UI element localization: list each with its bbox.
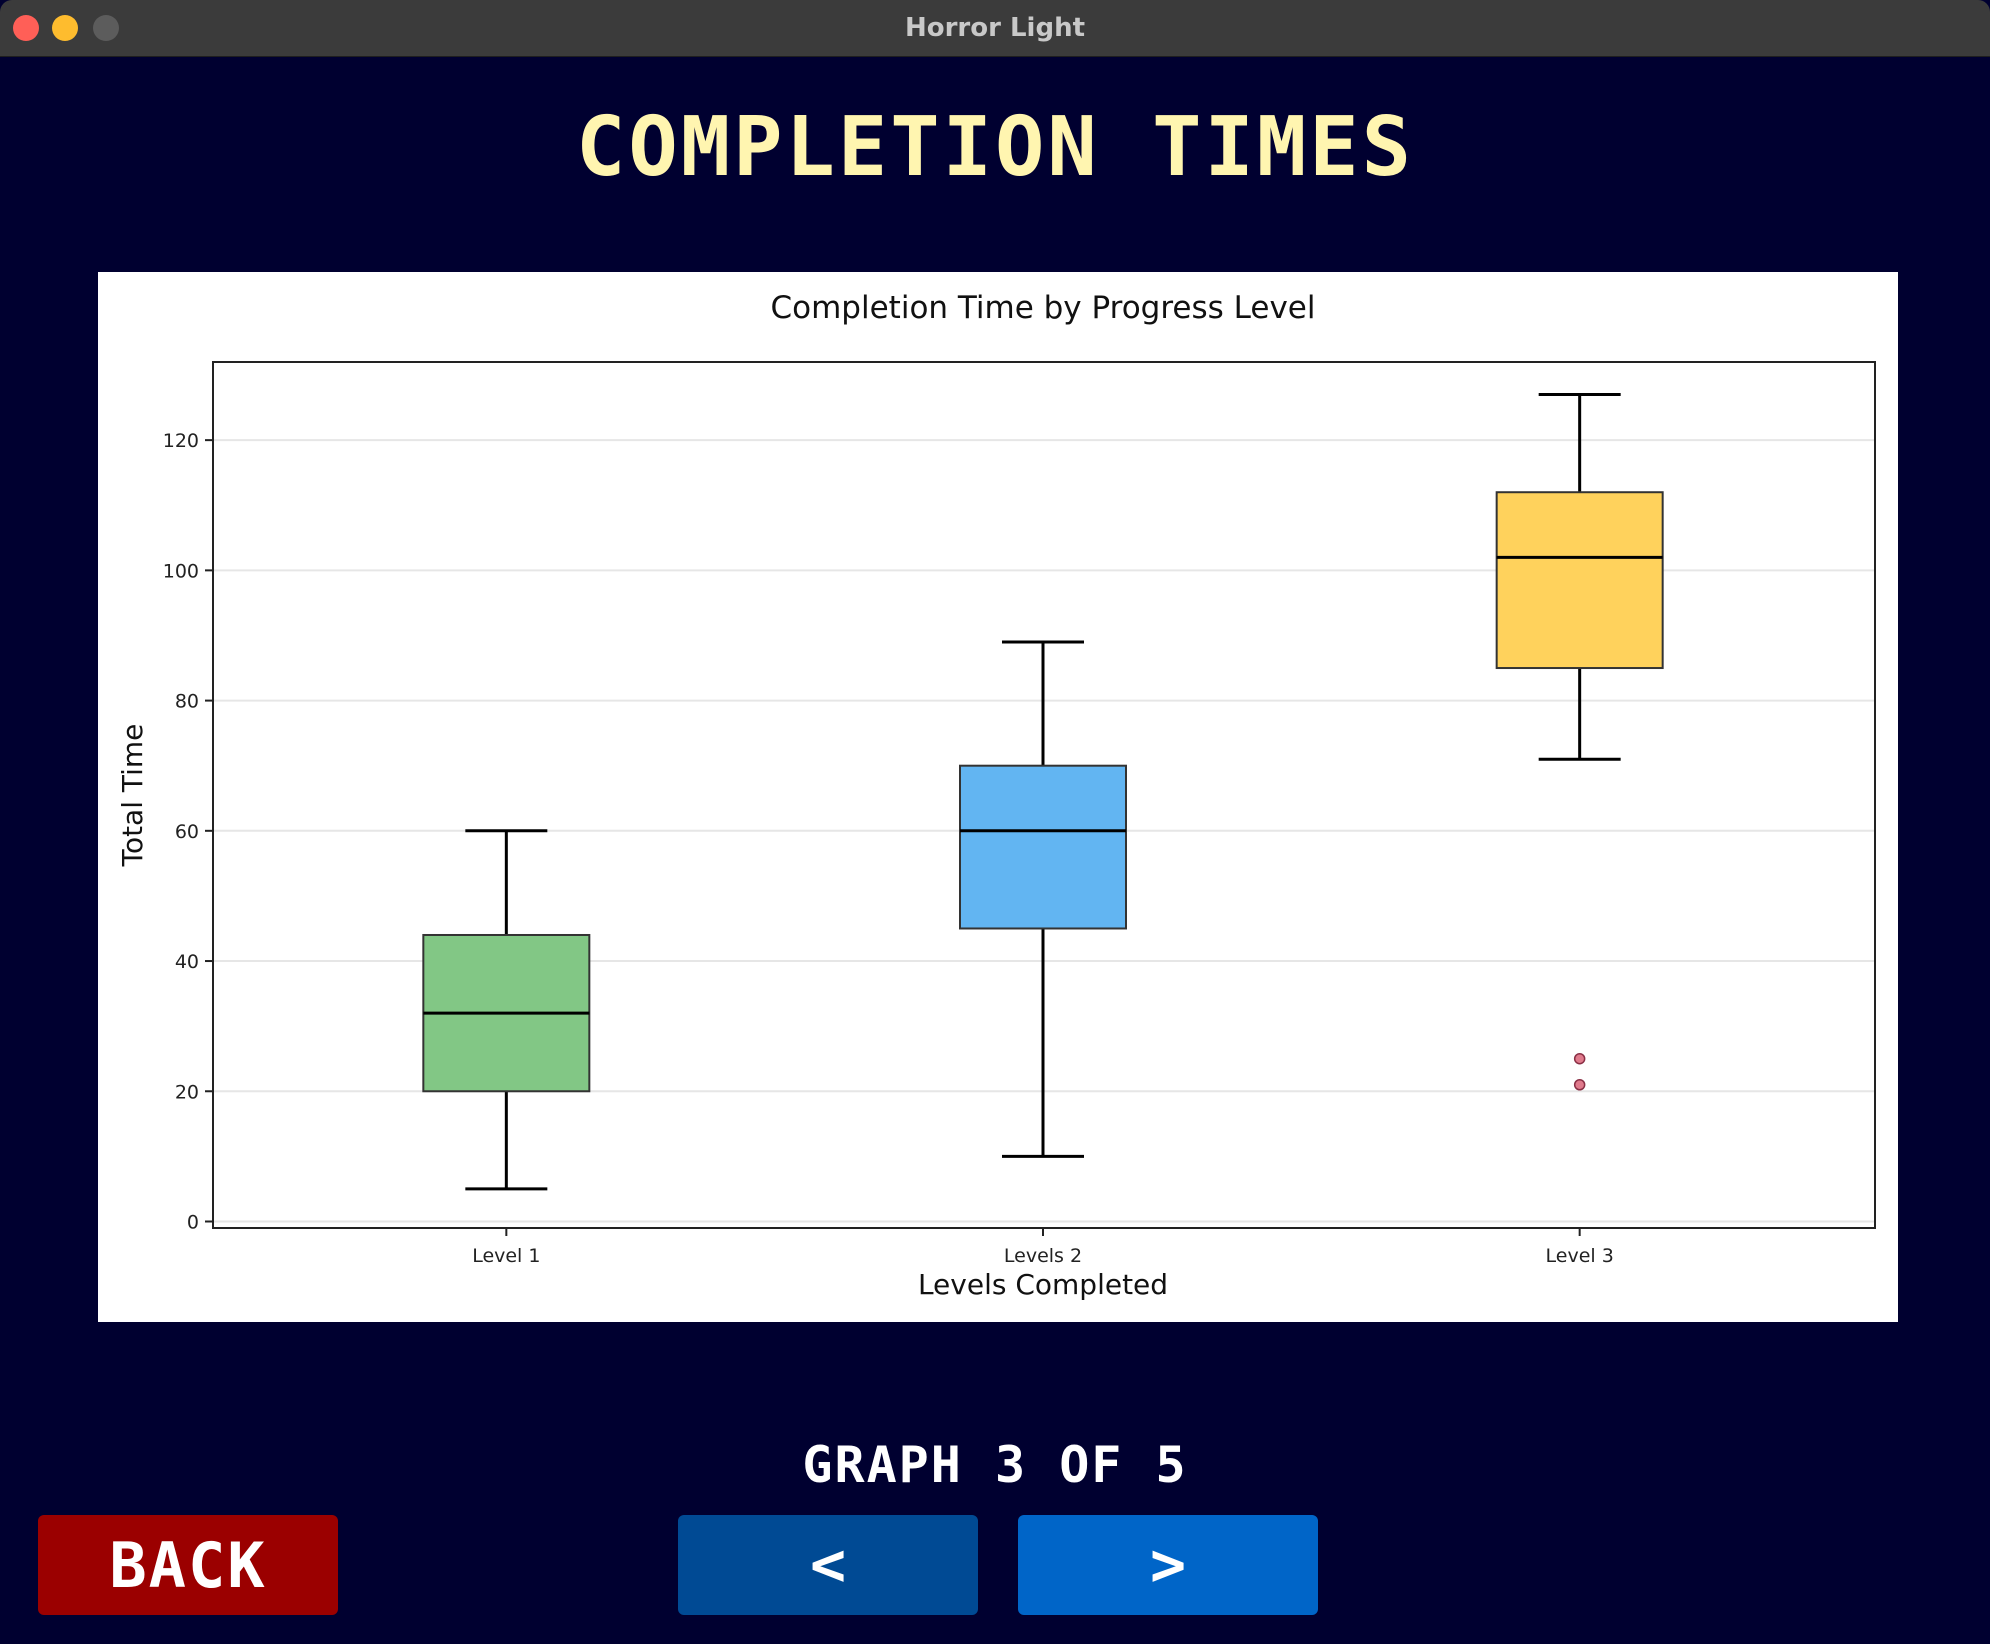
box-group [423,831,589,1189]
box-plot-chart: Completion Time by Progress Level 0 20 40 6… [98,272,1898,1322]
window-titlebar: Horror Light [0,0,1990,57]
box-group [1497,395,1663,1090]
x-tick-label: Levels 2 [1004,1245,1082,1267]
y-tick-label: 60 [175,821,199,843]
x-axis-ticks: Level 1 Levels 2 Level 3 [472,1228,1614,1267]
chart-panel: Completion Time by Progress Level 0 20 40 6… [98,272,1898,1322]
y-tick-label: 20 [175,1081,199,1103]
y-tick-label: 100 [163,560,199,582]
y-axis-ticks: 0 20 40 60 80 100 120 [163,430,213,1233]
y-tick-label: 120 [163,430,199,452]
page-heading: COMPLETION TIMES [0,100,1990,195]
back-button[interactable]: BACK [38,1515,338,1615]
y-tick-label: 80 [175,691,199,713]
outlier-point [1575,1080,1585,1090]
x-axis-label: Levels Completed [918,1268,1168,1301]
graph-page-indicator: GRAPH 3 OF 5 [0,1436,1990,1494]
y-tick-label: 0 [187,1211,199,1233]
x-tick-label: Level 1 [472,1245,540,1267]
outlier-point [1575,1054,1585,1064]
box-series [423,395,1662,1189]
box-iqr [960,766,1126,929]
previous-graph-button[interactable]: < [678,1515,978,1615]
y-axis-label: Total Time [116,724,149,868]
window-title: Horror Light [0,0,1990,56]
y-tick-label: 40 [175,951,199,973]
next-graph-button[interactable]: > [1018,1515,1318,1615]
box-iqr [1497,492,1663,668]
x-tick-label: Level 3 [1546,1245,1614,1267]
box-group [960,642,1126,1156]
chart-title: Completion Time by Progress Level [771,290,1316,326]
